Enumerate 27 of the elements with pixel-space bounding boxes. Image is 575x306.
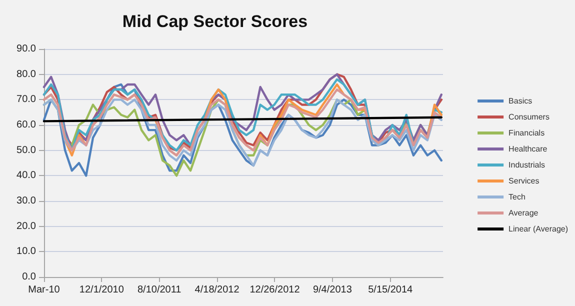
y-tick-label: 0.0 bbox=[22, 272, 36, 282]
y-tick-label: 60.0 bbox=[16, 120, 36, 130]
x-tick-label: 4/18/2012 bbox=[194, 284, 240, 296]
chart-title: Mid Cap Sector Scores bbox=[122, 12, 308, 31]
y-tick-label: 20.0 bbox=[16, 220, 36, 232]
x-tick-label: 12/1/2010 bbox=[79, 284, 124, 296]
y-tick-label: 30.0 bbox=[16, 196, 36, 206]
y-tick-label: 10.0 bbox=[16, 246, 36, 258]
y-tick-label: 40.0 bbox=[16, 170, 36, 182]
x-tick-label: 9/4/2013 bbox=[312, 284, 352, 296]
legend-label: Basics bbox=[508, 96, 532, 106]
legend-label: Healthcare bbox=[508, 144, 548, 154]
y-tick-label: 50.0 bbox=[16, 144, 36, 156]
legend-label: Average bbox=[508, 208, 539, 218]
y-tick-label: 90.0 bbox=[16, 44, 36, 54]
legend-label: Consumers bbox=[508, 112, 550, 122]
y-tick-label: 70.0 bbox=[16, 94, 36, 106]
x-tick-label: 8/10/2011 bbox=[138, 284, 182, 296]
legend-label: Services bbox=[508, 176, 540, 186]
legend-label: Tech bbox=[508, 192, 526, 202]
x-tick-label: Mar-10 bbox=[28, 284, 60, 296]
y-tick-label: 80.0 bbox=[16, 68, 36, 80]
x-tick-label: 5/15/2014 bbox=[368, 284, 414, 296]
legend-label: Linear (Average) bbox=[508, 224, 568, 234]
x-tick-label: 12/26/2012 bbox=[250, 284, 300, 296]
legend-label: Financials bbox=[508, 128, 545, 138]
legend-label: Industrials bbox=[508, 160, 546, 170]
